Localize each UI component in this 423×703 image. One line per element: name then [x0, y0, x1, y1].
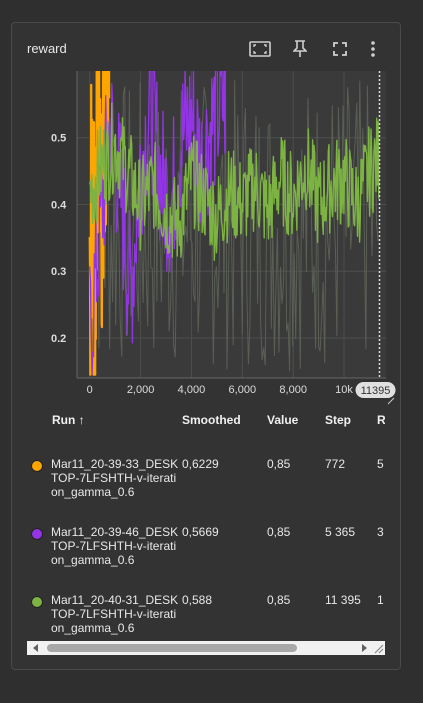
table-row[interactable]: Mar11_20-39-33_DESKTOP-7LFSHTH-v-iterati… [27, 457, 385, 525]
header-smoothed[interactable]: Smoothed [182, 413, 241, 427]
header-value[interactable]: Value [267, 413, 299, 427]
chart-svg[interactable]: 0.2 0.3 0.4 0.5 0 2,000 4,000 6,000 8,000 10k 1139… [12, 23, 402, 423]
table-row[interactable]: Mar11_20-39-46_DESKTOP-7LFSHTH-v-iterati… [27, 525, 385, 593]
step: 5 365 [325, 525, 356, 539]
more-options-button[interactable] [360, 37, 386, 61]
scalar-card: reward 0.2 0.3 0.4 0.5 0 2,000 4 [11, 22, 401, 670]
run-color-dot [31, 460, 43, 472]
relative: 1 [377, 593, 384, 607]
run-name: Mar11_20-39-46_DESKTOP-7LFSHTH-v-iterati… [51, 525, 179, 567]
smoothed-value: 0,5669 [182, 525, 219, 539]
card-title: reward [27, 41, 67, 56]
horizontal-scrollbar[interactable] [27, 641, 385, 655]
hover-step-label: 11395 [361, 385, 391, 397]
fit-domain-button[interactable] [240, 37, 280, 61]
smoothed-value: 0,588 [182, 593, 213, 607]
resize-grip-icon[interactable] [372, 642, 384, 654]
value: 0,85 [267, 593, 291, 607]
run-color-dot [31, 528, 43, 540]
value: 0,85 [267, 525, 291, 539]
pin-icon [293, 40, 307, 57]
more-vert-icon [371, 41, 375, 57]
card-toolbar [240, 37, 386, 61]
x-tick-label: 2,000 [127, 384, 155, 396]
reward-chart[interactable]: 0.2 0.3 0.4 0.5 0 2,000 4,000 6,000 8,000 10k 1139… [12, 23, 402, 423]
relative: 3 [377, 525, 384, 539]
x-tick-label: 0 [87, 384, 93, 396]
scroll-right-icon[interactable] [359, 643, 369, 653]
y-tick-label: 0.2 [51, 333, 66, 345]
step: 772 [325, 457, 346, 471]
relative: 5 [377, 457, 384, 471]
fullscreen-icon [333, 42, 347, 56]
smoothed-value: 0,6229 [182, 457, 219, 471]
header-run[interactable]: Run ↑ [52, 413, 85, 427]
series-line [89, 102, 380, 262]
scrollbar-thumb[interactable] [47, 644, 297, 652]
y-tick-label: 0.3 [51, 266, 66, 278]
x-tick-label: 8,000 [279, 384, 307, 396]
chart-resize-handle [387, 397, 395, 405]
header-step[interactable]: Step [325, 413, 352, 427]
hover-step-badge [355, 382, 396, 398]
fullscreen-button[interactable] [320, 37, 360, 61]
y-tick-label: 0.5 [51, 133, 66, 145]
run-color-dot [31, 596, 43, 608]
header-relative[interactable]: R [377, 413, 385, 427]
x-tick-label: 10k [335, 384, 353, 396]
run-name: Mar11_20-40-31_DESKTOP-7LFSHTH-v-iterati… [51, 593, 179, 635]
pin-button[interactable] [280, 37, 320, 61]
x-tick-label: 6,000 [229, 384, 257, 396]
table-header: Run ↑ Smoothed Value Step R [27, 413, 385, 433]
runs-table: Run ↑ Smoothed Value Step R Mar11_20-39-… [27, 405, 385, 641]
scroll-left-icon[interactable] [31, 643, 41, 653]
x-tick-label: 4,000 [178, 384, 206, 396]
run-name: Mar11_20-39-33_DESKTOP-7LFSHTH-v-iterati… [51, 457, 179, 499]
value: 0,85 [267, 457, 291, 471]
y-tick-label: 0.4 [51, 199, 67, 211]
step: 11 395 [325, 593, 361, 607]
fit-domain-icon [249, 41, 271, 57]
table-row[interactable]: Mar11_20-40-31_DESKTOP-7LFSHTH-v-iterati… [27, 593, 385, 641]
